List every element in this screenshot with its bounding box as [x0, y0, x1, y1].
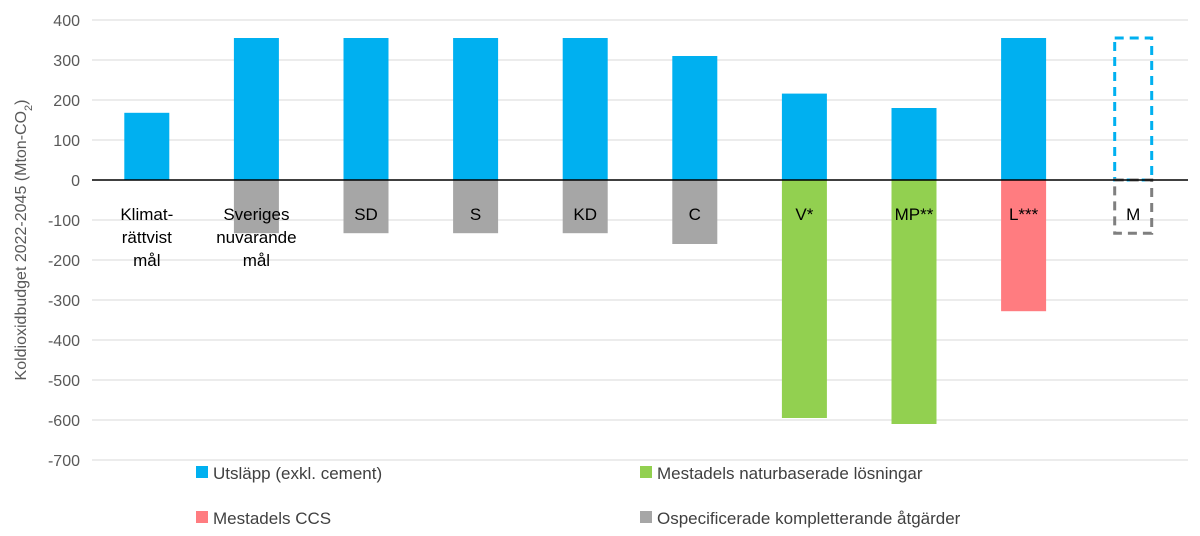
legend-swatch — [196, 466, 208, 478]
y-tick-label: 200 — [53, 93, 80, 110]
bar-series-1-cat-7 — [891, 180, 937, 424]
bar-series-0-cat-7 — [891, 108, 937, 180]
bar-series-3-cat-4 — [562, 180, 608, 234]
y-tick-label: 300 — [53, 53, 80, 70]
y-tick-label: 400 — [53, 13, 80, 30]
bar-series-0-cat-3 — [453, 38, 499, 180]
y-tick-label: -700 — [48, 453, 80, 470]
category-label: V* — [795, 205, 813, 224]
bar-series-1-cat-6 — [781, 180, 827, 418]
y-tick-label: -500 — [48, 373, 80, 390]
y-tick-label: 0 — [71, 173, 80, 190]
legend-swatch — [640, 466, 652, 478]
bar-series-0-cat-8 — [1001, 38, 1047, 180]
bar-series-0-cat-2 — [343, 38, 389, 180]
y-tick-label: -600 — [48, 413, 80, 430]
bar-series-3-cat-1 — [233, 180, 279, 234]
category-label: L*** — [1009, 205, 1039, 224]
category-label: Klimat-rättvist mål — [120, 205, 173, 270]
bar-series-3-cat-2 — [343, 180, 389, 234]
bar-series-3-cat-3 — [453, 180, 499, 234]
bar-series-0-cat-1 — [233, 38, 279, 180]
y-tick-label: -400 — [48, 333, 80, 350]
bar-series-2-cat-8 — [1001, 180, 1047, 312]
legend-swatch — [196, 511, 208, 523]
y-tick-label: -200 — [48, 253, 80, 270]
legend-label: Utsläpp (exkl. cement) — [213, 464, 382, 483]
category-label: S — [470, 205, 481, 224]
legend: Utsläpp (exkl. cement) Mestadels naturbas… — [196, 464, 961, 528]
category-label: C — [689, 205, 701, 224]
bar-series-0-cat-6 — [781, 93, 827, 180]
category-label: SD — [354, 205, 378, 224]
bar-series-3-cat-5 — [672, 180, 718, 244]
bar-series-0-cat-0 — [124, 112, 170, 180]
dashed-bar-upper — [1113, 36, 1154, 182]
category-label: KD — [573, 205, 597, 224]
bar-series-0-cat-5 — [672, 56, 718, 180]
bar-series-0-cat-4 — [562, 38, 608, 180]
category-label: MP** — [895, 205, 934, 224]
y-tick-label: 100 — [53, 133, 80, 150]
bars — [124, 36, 1154, 424]
legend-label: Ospecificerade kompletterande åtgärder — [657, 509, 961, 528]
y-axis-ticks: -700 -600 -500 -400 -300 -200 -100 0 100 200 300 40… — [48, 13, 80, 470]
y-tick-label: -100 — [48, 213, 80, 230]
category-labels: Klimat-rättvist mål Sveriges nuvarande mål SD… — [120, 205, 1140, 270]
legend-label: Mestadels CCS — [213, 509, 331, 528]
category-label: M — [1126, 205, 1140, 224]
legend-label: Mestadels naturbaserade lösningar — [657, 464, 923, 483]
y-axis-label: Koldioxidbudget 2022-2045 (Mton-CO2) — [13, 100, 35, 381]
category-label: Sveriges nuvarande mål — [216, 205, 296, 270]
y-tick-label: -300 — [48, 293, 80, 310]
legend-swatch — [640, 511, 652, 523]
